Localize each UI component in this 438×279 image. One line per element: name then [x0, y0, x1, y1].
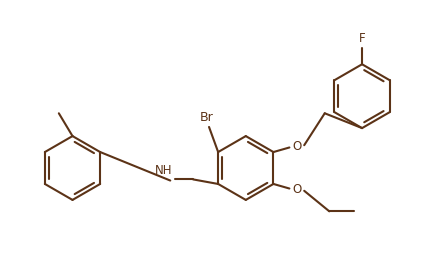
Text: NH: NH: [155, 164, 173, 177]
Text: Br: Br: [200, 110, 214, 124]
Text: O: O: [293, 140, 302, 153]
Text: F: F: [359, 32, 365, 45]
Text: O: O: [293, 183, 302, 196]
